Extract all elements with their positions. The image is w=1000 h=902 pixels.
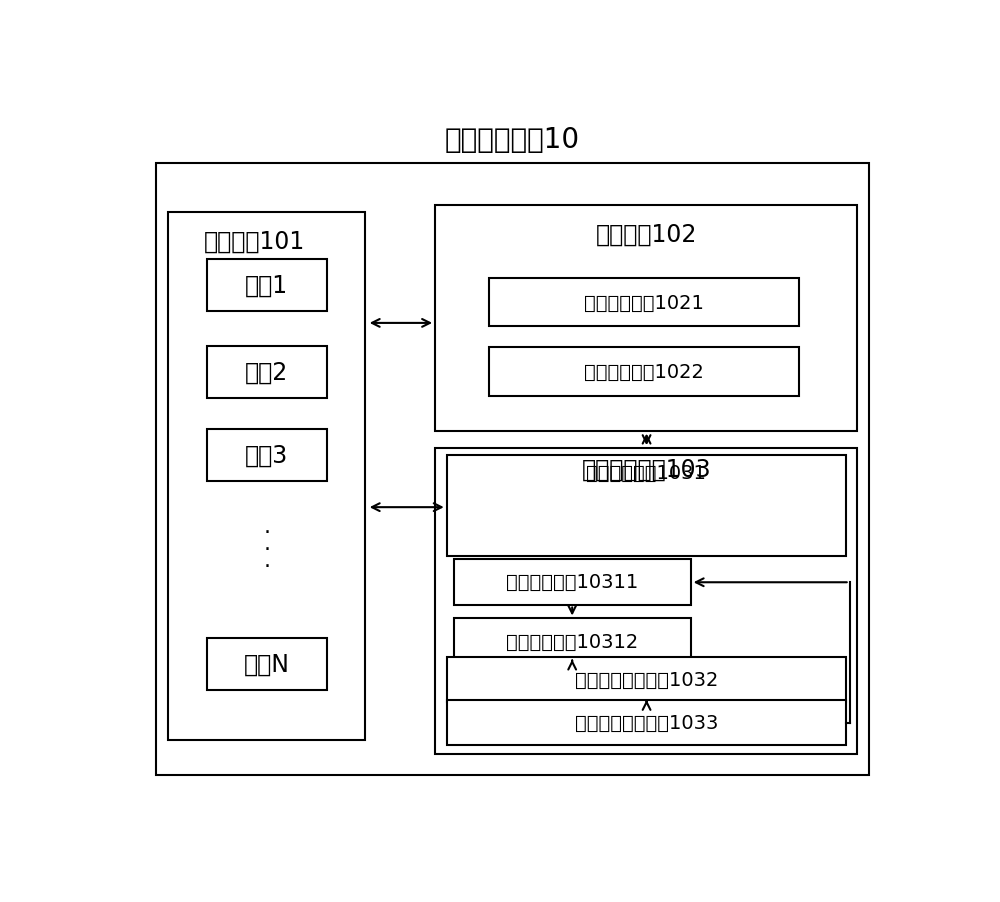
Bar: [454, 619, 691, 664]
Bar: [447, 456, 846, 557]
Text: 协议报文处理模块1033: 协议报文处理模块1033: [574, 713, 718, 732]
Bar: [447, 657, 846, 702]
Bar: [447, 700, 846, 745]
Text: ·
·
·: · · ·: [263, 522, 270, 576]
Bar: [435, 448, 857, 754]
Text: 协议报文队列模块1032: 协议报文队列模块1032: [574, 670, 718, 689]
Text: 报文转发模块10312: 报文转发模块10312: [506, 631, 639, 650]
Bar: [168, 213, 365, 741]
Text: 设备N: 设备N: [244, 652, 290, 676]
Text: 可编程交换机103: 可编程交换机103: [581, 457, 711, 482]
Bar: [207, 346, 327, 398]
Text: 设备3: 设备3: [245, 444, 288, 467]
Bar: [156, 164, 869, 775]
Text: 获取报文模块1031: 获取报文模块1031: [586, 464, 706, 483]
Text: 设备1: 设备1: [245, 273, 288, 298]
Text: 设备2: 设备2: [245, 360, 288, 384]
Text: 数据平面模块1021: 数据平面模块1021: [584, 293, 704, 312]
Bar: [489, 348, 799, 397]
Bar: [207, 259, 327, 311]
Text: 数据处理网络10: 数据处理网络10: [445, 125, 580, 153]
Bar: [489, 279, 799, 327]
Bar: [207, 638, 327, 690]
Bar: [454, 559, 691, 605]
Text: 控制平面模块1022: 控制平面模块1022: [584, 363, 704, 382]
Text: 处理模块102: 处理模块102: [596, 223, 697, 246]
Text: 被测设备101: 被测设备101: [204, 230, 305, 253]
Text: 报文分类模块10311: 报文分类模块10311: [506, 573, 639, 592]
Bar: [435, 206, 857, 431]
Bar: [207, 429, 327, 482]
